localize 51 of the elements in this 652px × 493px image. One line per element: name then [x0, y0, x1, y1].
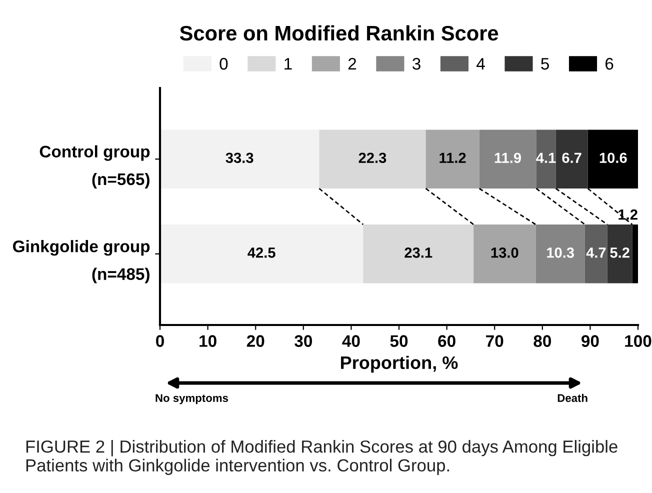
- x-tick-label: 50: [390, 335, 408, 347]
- legend-label: 6: [606, 58, 614, 70]
- text: Death: [558, 394, 588, 402]
- x-tick-label: 90: [582, 335, 599, 347]
- chart-title: Score on Modified Rankin Score: [180, 25, 498, 41]
- x-tick-label: 30: [294, 335, 312, 347]
- x-tick-label: 60: [438, 335, 456, 347]
- y-tick-label: Ginkgolide group (n=485): [13, 240, 150, 284]
- data-label: 1.2: [618, 209, 638, 220]
- legend-label: 1: [284, 58, 292, 70]
- data-label: 11.2: [440, 152, 466, 163]
- data-label: 10.6: [600, 152, 627, 164]
- data-label: 6.7: [562, 152, 582, 164]
- x-tick-label: 0: [156, 335, 164, 347]
- y-tick-label: Control group (n=565): [40, 145, 150, 188]
- x-tick-label: 70: [486, 335, 504, 347]
- x-tick-label: 40: [342, 335, 360, 347]
- data-label: 42.5: [248, 247, 276, 258]
- legend-label: 4: [476, 58, 485, 70]
- legend-label: 2: [348, 58, 356, 70]
- data-label: 13.0: [491, 247, 518, 258]
- data-label: 33.3: [226, 152, 254, 164]
- data-label: 10.3: [547, 247, 574, 258]
- bar: [160, 130, 320, 188]
- legend-label: 0: [220, 58, 228, 70]
- data-label: 4.1: [536, 152, 556, 163]
- legend-label: 5: [541, 58, 549, 70]
- x-tick-label: 80: [534, 335, 551, 347]
- x-axis-title: Proportion, %: [341, 356, 458, 373]
- bar: [536, 130, 556, 188]
- data-label: 5.2: [610, 247, 630, 258]
- bar: [319, 130, 426, 188]
- bar: [536, 224, 585, 284]
- bar: [426, 130, 480, 188]
- x-tick-label: 10: [200, 335, 216, 347]
- bar: [607, 224, 632, 284]
- data-label: 22.3: [358, 152, 386, 164]
- bar: [479, 130, 536, 188]
- bar: [556, 130, 588, 188]
- bar: [474, 224, 536, 284]
- x-tick-label: 100: [625, 335, 652, 347]
- bar: [584, 224, 608, 284]
- caption: FIGURE 2 | Distribution of Modified Rankin Scores at 90 days Among Eligible Patients with Ginkgolide intervention vs. Control Group.: [26, 440, 618, 475]
- x-tick-label: 20: [246, 335, 264, 347]
- bar: [160, 224, 364, 284]
- legend-label: 3: [412, 58, 420, 70]
- data-label: 11.9: [494, 152, 521, 164]
- data-label: 4.7: [586, 248, 606, 258]
- text: No symptoms: [156, 394, 228, 404]
- bar: [363, 224, 474, 284]
- data-label: 23.1: [404, 247, 432, 258]
